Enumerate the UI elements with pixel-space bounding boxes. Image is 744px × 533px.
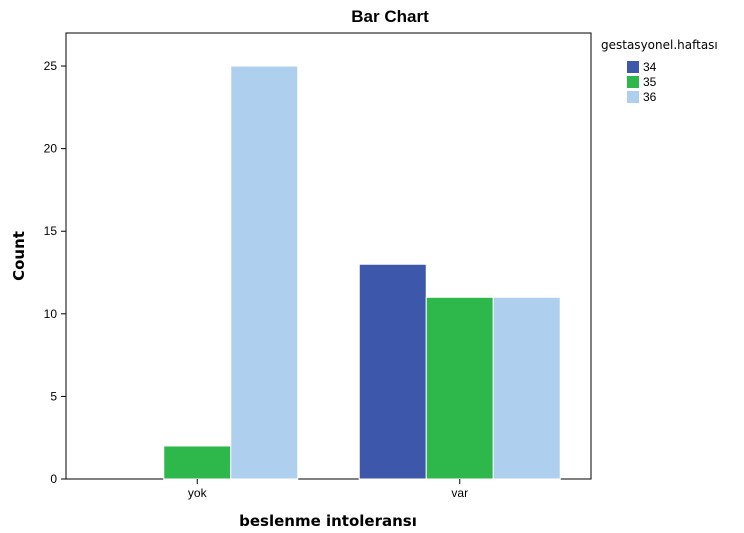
x-axis: yok var [188,479,468,500]
y-tick-label: 20 [44,142,58,156]
y-tick-label: 10 [44,307,58,321]
legend-swatch-36 [627,91,639,103]
legend-label: 34 [643,60,657,74]
chart-title: Bar Chart [351,7,429,26]
bar-var-35 [425,296,494,480]
y-tick-label: 25 [44,59,58,73]
legend-label: 36 [643,90,657,104]
y-axis-title: Count [10,231,28,281]
y-axis: 0 5 10 15 20 25 [44,59,66,486]
legend-label: 35 [643,75,657,89]
x-axis-title: beslenme intoleransı [239,512,417,530]
bars-group [163,65,561,480]
x-tick-label: var [451,486,468,500]
legend-swatch-35 [627,76,639,88]
y-tick-label: 0 [50,472,57,486]
bar-yok-35 [163,445,232,480]
y-tick-label: 15 [44,224,58,238]
legend-swatch-34 [627,61,639,73]
bar-yok-36 [230,65,299,480]
x-tick-label: yok [188,486,208,500]
bar-var-34 [358,263,427,480]
bar-var-36 [492,296,561,480]
legend-title: gestasyonel.haftası [601,38,718,52]
y-tick-label: 5 [50,389,57,403]
